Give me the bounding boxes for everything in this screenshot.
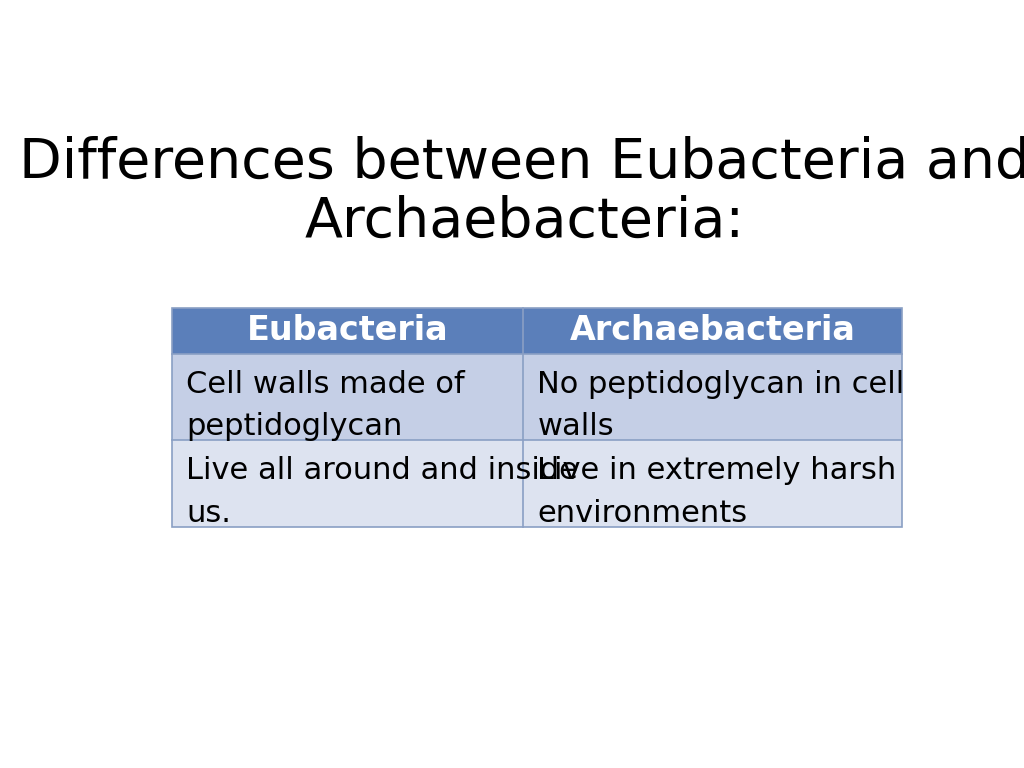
- Text: Cell walls made of
peptidoglycan: Cell walls made of peptidoglycan: [186, 369, 465, 442]
- Bar: [172, 308, 523, 354]
- Bar: [172, 354, 523, 440]
- Bar: [523, 440, 902, 527]
- Bar: [172, 440, 523, 527]
- Text: Live all around and inside
us.: Live all around and inside us.: [186, 456, 578, 528]
- Bar: [523, 308, 902, 354]
- Text: Live in extremely harsh
environments: Live in extremely harsh environments: [538, 456, 897, 528]
- Bar: [523, 354, 902, 440]
- Text: Archaebacteria:: Archaebacteria:: [305, 195, 744, 250]
- Text: No peptidoglycan in cell
walls: No peptidoglycan in cell walls: [538, 369, 905, 442]
- Bar: [172, 308, 902, 527]
- Text: Differences between Eubacteria and: Differences between Eubacteria and: [19, 136, 1024, 190]
- Text: Archaebacteria: Archaebacteria: [569, 314, 855, 347]
- Text: Eubacteria: Eubacteria: [247, 314, 449, 347]
